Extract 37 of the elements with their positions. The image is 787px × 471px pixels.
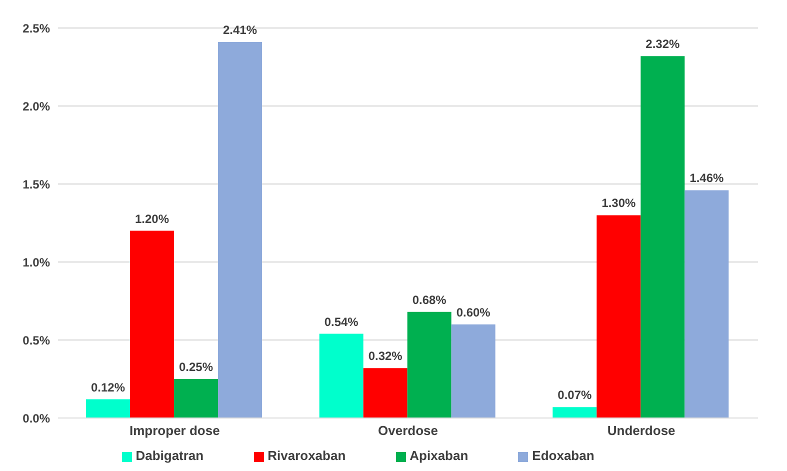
legend-label: Apixaban [410,448,468,463]
bar [451,324,496,418]
bar [552,407,597,418]
bar [596,215,641,418]
data-label: 0.32% [368,349,403,364]
legend-label: Edoxaban [532,448,594,463]
data-label: 0.54% [324,314,359,329]
data-label: 0.12% [90,380,126,394]
y-tick-label: 1.0% [22,255,50,270]
y-tick-label: 0.5% [22,333,50,348]
data-label: 0.07% [558,388,592,402]
bar [218,42,262,418]
bar [319,334,364,418]
y-tick-label: 0.0% [22,411,50,426]
y-tick-label: 2.5% [22,21,50,36]
bar [363,368,408,418]
data-label: 0.68% [412,292,447,307]
data-label: 1.20% [134,212,170,226]
bar [640,56,685,418]
x-tick-label: Overdose [378,423,438,438]
data-label: 0.60% [456,305,491,320]
y-tick-label: 2.0% [22,99,50,114]
bar [86,399,130,418]
bar [407,312,452,418]
data-label: 0.25% [178,360,214,374]
x-tick-label: Improper dose [130,423,220,438]
legend-label: Dabigatran [136,448,204,463]
bar [130,230,174,418]
legend-label: Rivaroxaban [268,448,346,463]
x-tick-label: Underdose [607,423,676,438]
data-label: 2.41% [222,23,258,38]
data-label: 1.30% [602,196,636,210]
y-tick-label: 1.5% [22,177,50,192]
data-label: 2.32% [646,37,680,52]
bar [174,379,218,418]
bar [684,190,729,418]
data-label: 1.46% [690,171,724,186]
